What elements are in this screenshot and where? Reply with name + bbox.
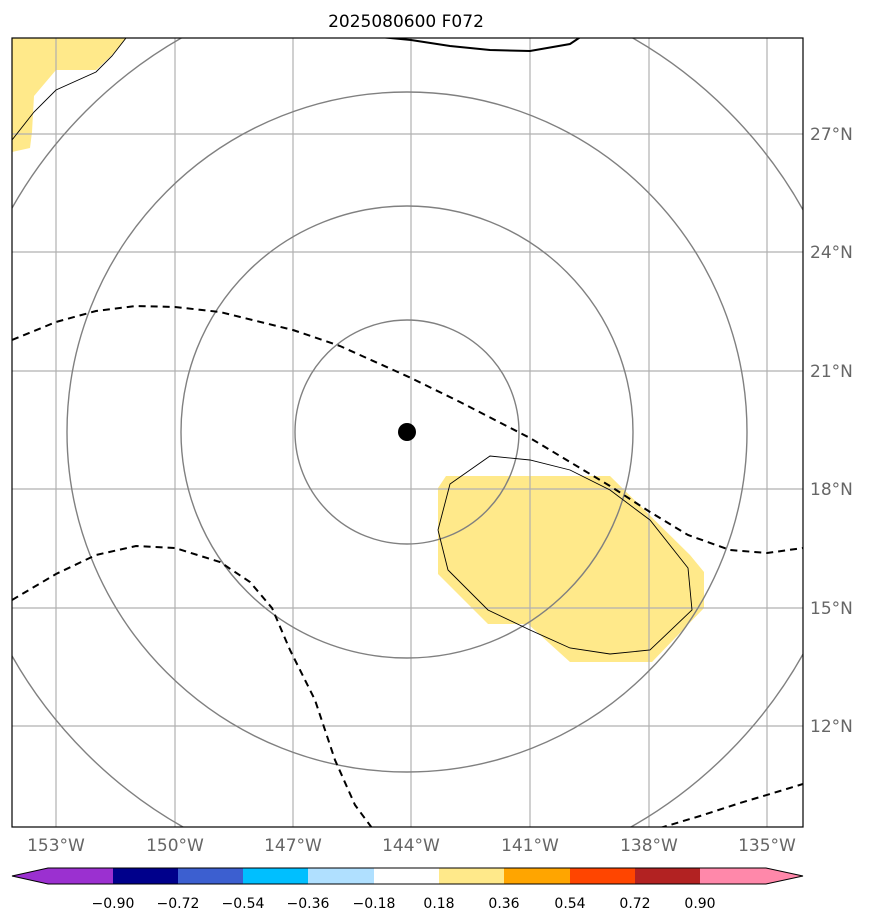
positive-anomaly-region-southeast xyxy=(438,476,704,662)
colorbar-outline xyxy=(11,867,804,885)
colorbar-segment xyxy=(570,868,636,884)
lat-label: 12°N xyxy=(810,717,853,737)
lon-label: 141°W xyxy=(501,836,559,856)
distance-ring-2 xyxy=(180,205,634,659)
lat-label: 18°N xyxy=(810,480,853,500)
map-frame xyxy=(11,37,804,828)
lat-label: 27°N xyxy=(810,125,853,145)
colorbar-segment xyxy=(178,868,244,884)
lon-label: 150°W xyxy=(146,836,204,856)
colorbar-segment xyxy=(243,868,309,884)
colorbar-segment xyxy=(374,868,440,884)
colorbar-tick-label: 0.36 xyxy=(488,896,519,912)
colorbar-segment xyxy=(48,868,114,884)
colorbar-tick-label: 0.54 xyxy=(554,896,585,912)
map-title: 2025080600 F072 xyxy=(328,12,484,32)
dashed-contour-southeast xyxy=(659,783,803,827)
lon-label: 138°W xyxy=(620,836,678,856)
lon-label: 135°W xyxy=(738,836,796,856)
latitude-labels: 27°N 24°N 21°N 18°N 15°N 12°N xyxy=(810,125,853,737)
lat-label: 15°N xyxy=(810,599,853,619)
colorbar-tick-label: −0.90 xyxy=(92,896,135,912)
distance-ring-3 xyxy=(66,91,748,773)
lon-label: 153°W xyxy=(27,836,85,856)
colorbar-tick-label: 0.72 xyxy=(619,896,650,912)
longitude-labels: 153°W 150°W 147°W 144°W 141°W 138°W 135°… xyxy=(27,836,796,856)
lon-label: 147°W xyxy=(264,836,322,856)
lat-label: 24°N xyxy=(810,243,853,263)
colorbar-tick-label: −0.18 xyxy=(353,896,396,912)
colorbar-tick-label: −0.54 xyxy=(222,896,265,912)
lon-label: 144°W xyxy=(382,836,440,856)
thin-contour-southeast xyxy=(437,455,693,655)
colorbar-extend-low xyxy=(12,868,48,884)
distance-ring-1 xyxy=(294,319,520,545)
storm-center-marker xyxy=(398,423,416,441)
colorbar-segment xyxy=(308,868,375,884)
colorbar-extend-high xyxy=(766,868,803,884)
map-plot-area xyxy=(12,38,803,827)
thin-contour-northwest xyxy=(12,38,127,141)
thick-contour-north xyxy=(380,38,581,53)
colorbar-segment xyxy=(113,868,179,884)
colorbar-segment xyxy=(504,868,571,884)
graticule xyxy=(12,38,803,827)
colorbar-tick-label: 0.90 xyxy=(684,896,715,912)
colorbar-segment xyxy=(700,868,767,884)
colorbar-segment xyxy=(439,868,505,884)
dashed-contour-lower xyxy=(12,544,373,827)
colorbar: −0.90 −0.72 −0.54 −0.36 −0.18 0.18 0.36 … xyxy=(11,867,804,912)
colorbar-tick-label: −0.36 xyxy=(287,896,330,912)
colorbar-tick-label: −0.72 xyxy=(157,896,200,912)
colorbar-tick-label: 0.18 xyxy=(423,896,454,912)
lat-label: 21°N xyxy=(810,362,853,382)
dashed-contour-upper xyxy=(12,304,803,555)
distance-ring-4 xyxy=(12,38,803,827)
positive-anomaly-region-northwest xyxy=(12,38,126,152)
colorbar-segment xyxy=(635,868,701,884)
dashed-contours xyxy=(12,304,803,827)
distance-rings xyxy=(12,38,803,827)
